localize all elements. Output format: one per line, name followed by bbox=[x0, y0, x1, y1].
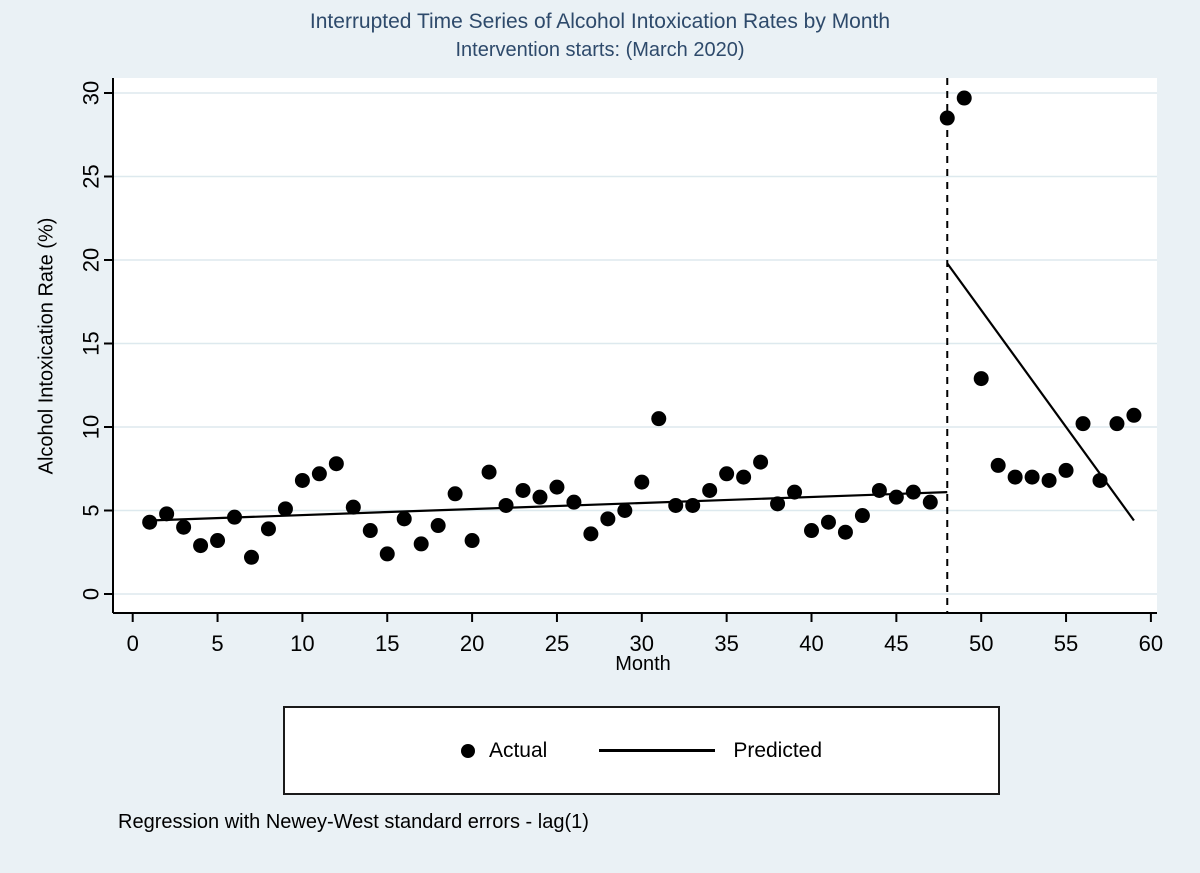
data-point-month-52 bbox=[1007, 469, 1023, 485]
data-point-month-12 bbox=[328, 456, 344, 472]
data-point-month-21 bbox=[481, 464, 497, 480]
y-tick-label-25: 25 bbox=[79, 164, 104, 188]
y-axis-title: Alcohol Intoxication Rate (%) bbox=[35, 217, 58, 475]
data-point-month-44 bbox=[871, 482, 887, 498]
y-tick-label-15: 15 bbox=[79, 331, 104, 355]
predicted-line-segment-0 bbox=[149, 491, 948, 522]
x-tick-label-25: 25 bbox=[545, 631, 569, 656]
data-point-month-39 bbox=[787, 484, 803, 500]
data-point-month-13 bbox=[345, 499, 361, 515]
plot-area: 0 5 10 15 20 25 30 0 5 10 15 20 25 30 35 40 45 50 55 60 bbox=[79, 78, 1163, 656]
data-point-month-4 bbox=[193, 538, 209, 554]
x-tick-label-45: 45 bbox=[884, 631, 908, 656]
data-point-month-10 bbox=[294, 472, 310, 488]
legend-actual-dot-icon bbox=[460, 743, 475, 758]
data-point-month-33 bbox=[685, 497, 701, 513]
data-point-month-20 bbox=[464, 533, 480, 549]
y-tick-label-20: 20 bbox=[79, 248, 104, 272]
data-point-month-29 bbox=[617, 503, 633, 518]
data-point-month-46 bbox=[905, 484, 921, 500]
data-point-month-50 bbox=[973, 371, 989, 387]
x-tick-label-10: 10 bbox=[290, 631, 314, 656]
data-point-month-6 bbox=[227, 509, 243, 525]
data-point-month-28 bbox=[600, 511, 616, 527]
data-point-month-2 bbox=[159, 506, 175, 522]
chart-subtitle: Intervention starts: (March 2020) bbox=[455, 39, 745, 61]
data-point-month-47 bbox=[922, 494, 938, 510]
data-point-month-25 bbox=[549, 479, 565, 495]
x-axis-title: Month bbox=[615, 653, 671, 675]
regression-note: Regression with Newey-West standard erro… bbox=[118, 811, 589, 833]
data-point-month-3 bbox=[176, 519, 192, 535]
x-tick-label-15: 15 bbox=[375, 631, 399, 656]
data-point-month-15 bbox=[379, 546, 395, 562]
data-point-month-56 bbox=[1075, 416, 1091, 432]
data-point-month-38 bbox=[770, 496, 786, 512]
x-tick-label-60: 60 bbox=[1139, 631, 1163, 656]
x-tick-label-50: 50 bbox=[969, 631, 993, 656]
x-tick-label-0: 0 bbox=[127, 631, 139, 656]
data-point-month-24 bbox=[532, 489, 548, 505]
chart-title: Interrupted Time Series of Alcohol Intox… bbox=[309, 10, 891, 33]
data-point-month-55 bbox=[1058, 462, 1074, 478]
data-point-month-17 bbox=[413, 536, 429, 552]
y-tick-label-5: 5 bbox=[79, 504, 104, 516]
data-point-month-34 bbox=[702, 482, 718, 498]
data-point-month-36 bbox=[736, 469, 752, 485]
legend-actual-label: Actual bbox=[488, 738, 548, 762]
data-point-month-35 bbox=[719, 466, 735, 482]
data-point-month-16 bbox=[396, 511, 412, 527]
data-point-month-48 bbox=[939, 110, 955, 126]
data-point-month-23 bbox=[515, 482, 531, 498]
y-tick-label-30: 30 bbox=[79, 81, 104, 105]
x-tick-label-35: 35 bbox=[714, 631, 738, 656]
plot-background bbox=[113, 78, 1157, 613]
data-point-month-5 bbox=[210, 533, 226, 549]
data-point-month-57 bbox=[1092, 472, 1108, 488]
data-point-month-22 bbox=[498, 497, 514, 513]
data-point-month-8 bbox=[260, 521, 276, 537]
data-point-month-9 bbox=[277, 501, 293, 517]
data-point-month-18 bbox=[430, 518, 446, 534]
y-tick-label-0: 0 bbox=[79, 588, 104, 600]
y-tick-label-10: 10 bbox=[79, 415, 104, 439]
data-point-month-54 bbox=[1041, 472, 1057, 488]
x-tick-label-5: 5 bbox=[211, 631, 223, 656]
data-point-month-7 bbox=[243, 549, 259, 565]
data-point-month-14 bbox=[362, 523, 378, 539]
x-tick-label-20: 20 bbox=[460, 631, 484, 656]
data-point-month-32 bbox=[668, 497, 684, 513]
data-point-month-11 bbox=[311, 466, 327, 482]
x-tick-label-40: 40 bbox=[799, 631, 823, 656]
data-point-month-37 bbox=[753, 454, 769, 470]
legend-predicted-line-icon bbox=[599, 749, 716, 752]
data-point-month-40 bbox=[804, 523, 819, 539]
data-point-month-53 bbox=[1024, 469, 1040, 485]
data-point-month-59 bbox=[1126, 407, 1142, 423]
data-point-month-41 bbox=[820, 514, 836, 530]
data-point-month-58 bbox=[1109, 416, 1125, 432]
data-point-month-30 bbox=[634, 474, 650, 490]
data-point-month-45 bbox=[888, 489, 904, 505]
data-point-month-42 bbox=[837, 524, 853, 540]
data-point-month-26 bbox=[566, 494, 582, 510]
data-point-month-43 bbox=[854, 508, 870, 524]
data-point-month-27 bbox=[583, 526, 599, 542]
data-point-month-51 bbox=[990, 457, 1006, 473]
x-tick-label-55: 55 bbox=[1054, 631, 1078, 656]
data-point-month-49 bbox=[956, 90, 972, 106]
legend-box: Actual Predicted bbox=[283, 706, 1000, 795]
x-tick-label-30: 30 bbox=[630, 631, 654, 656]
data-point-month-1 bbox=[142, 514, 158, 530]
legend-predicted-label: Predicted bbox=[733, 738, 823, 762]
data-point-month-19 bbox=[447, 486, 463, 502]
data-point-month-31 bbox=[651, 411, 667, 427]
